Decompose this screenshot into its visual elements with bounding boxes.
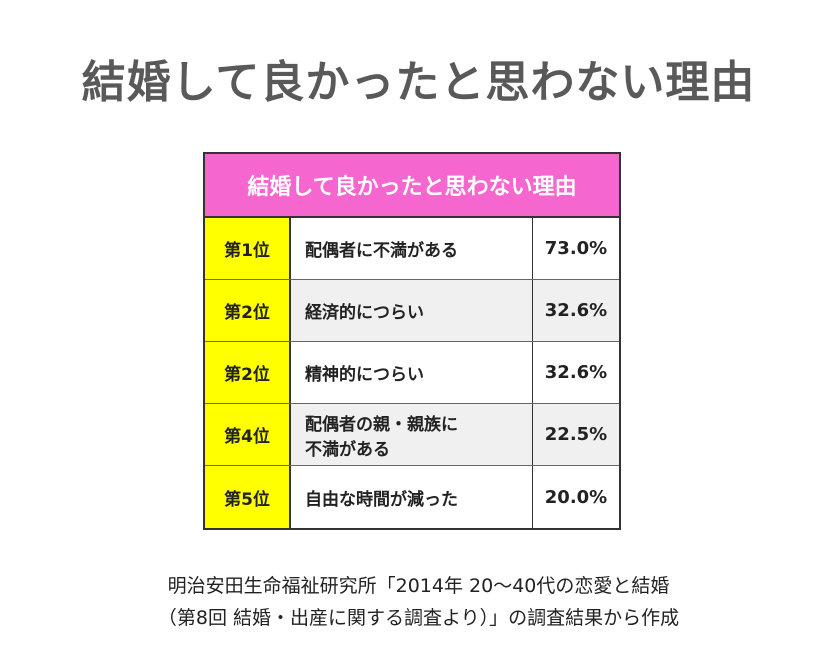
percent-cell: 73.0% bbox=[544, 238, 608, 259]
table-row: 第5位 自由な時間が減った 20.0% bbox=[205, 466, 619, 528]
percent-cell: 32.6% bbox=[544, 300, 608, 321]
reason-cell: 配偶者の親・親族に 不満がある bbox=[291, 404, 533, 465]
percent-cell: 20.0% bbox=[544, 486, 608, 508]
percent-cell: 22.5% bbox=[544, 424, 608, 445]
reason-line: 配偶者に不満がある bbox=[305, 241, 458, 261]
rank-cell: 第2位 bbox=[205, 342, 291, 403]
reason-cell: 自由な時間が減った bbox=[291, 466, 533, 528]
table-row: 第4位 配偶者の親・親族に 不満がある 22.5% bbox=[205, 404, 619, 466]
source-line: 明治安田生命福祉研究所「2014年 20～40代の恋愛と結婚 bbox=[167, 575, 670, 597]
table-row: 第2位 経済的につらい 32.6% bbox=[205, 280, 619, 342]
reason-cell: 配偶者に不満がある bbox=[291, 218, 533, 279]
table-title: 結婚して良かったと思わない理由 bbox=[205, 154, 619, 218]
source-note: 明治安田生命福祉研究所「2014年 20～40代の恋愛と結婚 （第8回 結婚・出産… bbox=[0, 570, 837, 634]
percent-cell: 32.6% bbox=[544, 362, 608, 383]
reason-line: 精神的につらい bbox=[305, 365, 424, 385]
table: 結婚して良かったと思わない理由 第1位 配偶者に不満がある 73.0% 第2位 経済的に… bbox=[203, 152, 621, 530]
reason-line: 配偶者の親・親族に bbox=[305, 414, 458, 435]
reason-cell: 精神的につらい bbox=[291, 342, 533, 403]
table-row: 第1位 配偶者に不満がある 73.0% bbox=[205, 218, 619, 280]
rank-cell: 第4位 bbox=[205, 404, 291, 465]
rank-cell: 第1位 bbox=[205, 218, 291, 279]
reason-line: 自由な時間が減った bbox=[305, 489, 458, 510]
reason-line: 経済的につらい bbox=[305, 303, 424, 323]
rank-cell: 第5位 bbox=[205, 466, 291, 528]
rank-cell: 第2位 bbox=[205, 280, 291, 341]
table-row: 第2位 精神的につらい 32.6% bbox=[205, 342, 619, 404]
page-title: 結婚して良かったと思わない理由 bbox=[81, 57, 756, 108]
reason-cell: 経済的につらい bbox=[291, 280, 533, 341]
reason-line: 不満がある bbox=[305, 439, 390, 460]
source-line: （第8回 結婚・出産に関する調査より）」の調査結果から作成 bbox=[157, 607, 680, 629]
